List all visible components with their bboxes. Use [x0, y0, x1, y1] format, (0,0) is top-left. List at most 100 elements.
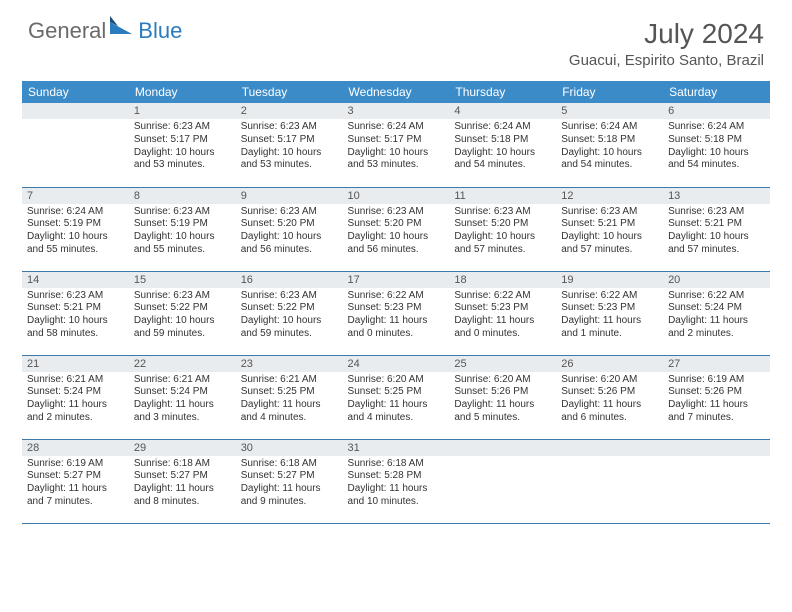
day-number: 13	[663, 188, 770, 204]
sunrise-text: Sunrise: 6:20 AM	[561, 374, 658, 387]
daylight-text: Daylight: 11 hours and 5 minutes.	[454, 399, 551, 425]
day-details: Sunrise: 6:22 AMSunset: 5:24 PMDaylight:…	[663, 288, 770, 345]
day-number: 2	[236, 103, 343, 119]
day-number: 5	[556, 103, 663, 119]
daylight-text: Daylight: 10 hours and 54 minutes.	[668, 147, 765, 173]
sunset-text: Sunset: 5:20 PM	[454, 218, 551, 231]
sunset-text: Sunset: 5:27 PM	[27, 470, 124, 483]
sunrise-text: Sunrise: 6:24 AM	[561, 121, 658, 134]
day-details: Sunrise: 6:22 AMSunset: 5:23 PMDaylight:…	[449, 288, 556, 345]
calendar-body: 1Sunrise: 6:23 AMSunset: 5:17 PMDaylight…	[22, 103, 770, 523]
calendar-day-cell: 31Sunrise: 6:18 AMSunset: 5:28 PMDayligh…	[343, 439, 450, 523]
day-details: Sunrise: 6:23 AMSunset: 5:20 PMDaylight:…	[343, 204, 450, 261]
day-number: 31	[343, 440, 450, 456]
day-number: 17	[343, 272, 450, 288]
sunrise-text: Sunrise: 6:24 AM	[27, 206, 124, 219]
sunset-text: Sunset: 5:21 PM	[27, 302, 124, 315]
calendar-day-cell: 26Sunrise: 6:20 AMSunset: 5:26 PMDayligh…	[556, 355, 663, 439]
sunset-text: Sunset: 5:24 PM	[27, 386, 124, 399]
sunset-text: Sunset: 5:23 PM	[348, 302, 445, 315]
day-number: 20	[663, 272, 770, 288]
sunset-text: Sunset: 5:18 PM	[668, 134, 765, 147]
calendar-day-cell	[449, 439, 556, 523]
sunrise-text: Sunrise: 6:23 AM	[27, 290, 124, 303]
logo-text-general: General	[28, 18, 106, 44]
day-number: 22	[129, 356, 236, 372]
weekday-header: Friday	[556, 81, 663, 103]
daylight-text: Daylight: 11 hours and 0 minutes.	[348, 315, 445, 341]
sunset-text: Sunset: 5:19 PM	[27, 218, 124, 231]
daylight-text: Daylight: 10 hours and 57 minutes.	[561, 231, 658, 257]
daylight-text: Daylight: 10 hours and 55 minutes.	[134, 231, 231, 257]
sunset-text: Sunset: 5:27 PM	[134, 470, 231, 483]
daylight-text: Daylight: 11 hours and 4 minutes.	[348, 399, 445, 425]
calendar-day-cell: 12Sunrise: 6:23 AMSunset: 5:21 PMDayligh…	[556, 187, 663, 271]
month-title: July 2024	[569, 18, 764, 50]
calendar-day-cell: 6Sunrise: 6:24 AMSunset: 5:18 PMDaylight…	[663, 103, 770, 187]
calendar-day-cell: 1Sunrise: 6:23 AMSunset: 5:17 PMDaylight…	[129, 103, 236, 187]
daylight-text: Daylight: 11 hours and 8 minutes.	[134, 483, 231, 509]
page-header: General Blue July 2024 Guacui, Espirito …	[0, 0, 792, 75]
day-details: Sunrise: 6:23 AMSunset: 5:17 PMDaylight:…	[236, 119, 343, 176]
calendar-day-cell: 3Sunrise: 6:24 AMSunset: 5:17 PMDaylight…	[343, 103, 450, 187]
weekday-header: Thursday	[449, 81, 556, 103]
daylight-text: Daylight: 10 hours and 59 minutes.	[134, 315, 231, 341]
sunset-text: Sunset: 5:22 PM	[134, 302, 231, 315]
daylight-text: Daylight: 11 hours and 1 minute.	[561, 315, 658, 341]
day-details: Sunrise: 6:23 AMSunset: 5:22 PMDaylight:…	[236, 288, 343, 345]
sunset-text: Sunset: 5:18 PM	[561, 134, 658, 147]
sunrise-text: Sunrise: 6:23 AM	[134, 290, 231, 303]
sunrise-text: Sunrise: 6:18 AM	[134, 458, 231, 471]
weekday-header-row: Sunday Monday Tuesday Wednesday Thursday…	[22, 81, 770, 103]
weekday-header: Wednesday	[343, 81, 450, 103]
sunrise-text: Sunrise: 6:23 AM	[668, 206, 765, 219]
logo-flag-icon	[110, 16, 136, 41]
calendar-day-cell: 2Sunrise: 6:23 AMSunset: 5:17 PMDaylight…	[236, 103, 343, 187]
calendar-day-cell: 30Sunrise: 6:18 AMSunset: 5:27 PMDayligh…	[236, 439, 343, 523]
day-number: 7	[22, 188, 129, 204]
day-number: 23	[236, 356, 343, 372]
calendar-week-row: 14Sunrise: 6:23 AMSunset: 5:21 PMDayligh…	[22, 271, 770, 355]
sunrise-text: Sunrise: 6:22 AM	[561, 290, 658, 303]
daylight-text: Daylight: 10 hours and 55 minutes.	[27, 231, 124, 257]
day-details: Sunrise: 6:22 AMSunset: 5:23 PMDaylight:…	[343, 288, 450, 345]
day-details: Sunrise: 6:20 AMSunset: 5:25 PMDaylight:…	[343, 372, 450, 429]
logo: General Blue	[28, 18, 182, 44]
sunrise-text: Sunrise: 6:24 AM	[668, 121, 765, 134]
weekday-header: Tuesday	[236, 81, 343, 103]
day-number: 26	[556, 356, 663, 372]
daylight-text: Daylight: 10 hours and 53 minutes.	[241, 147, 338, 173]
day-details: Sunrise: 6:21 AMSunset: 5:24 PMDaylight:…	[129, 372, 236, 429]
calendar-day-cell	[22, 103, 129, 187]
day-details: Sunrise: 6:23 AMSunset: 5:19 PMDaylight:…	[129, 204, 236, 261]
location-subtitle: Guacui, Espirito Santo, Brazil	[569, 52, 764, 69]
sunrise-text: Sunrise: 6:19 AM	[27, 458, 124, 471]
sunset-text: Sunset: 5:26 PM	[561, 386, 658, 399]
calendar-day-cell: 19Sunrise: 6:22 AMSunset: 5:23 PMDayligh…	[556, 271, 663, 355]
sunset-text: Sunset: 5:21 PM	[668, 218, 765, 231]
day-number: 14	[22, 272, 129, 288]
day-number: 11	[449, 188, 556, 204]
day-details: Sunrise: 6:24 AMSunset: 5:18 PMDaylight:…	[449, 119, 556, 176]
day-details: Sunrise: 6:23 AMSunset: 5:21 PMDaylight:…	[663, 204, 770, 261]
sunrise-text: Sunrise: 6:20 AM	[454, 374, 551, 387]
daylight-text: Daylight: 11 hours and 4 minutes.	[241, 399, 338, 425]
day-number: 9	[236, 188, 343, 204]
day-number	[449, 440, 556, 456]
sunrise-text: Sunrise: 6:18 AM	[348, 458, 445, 471]
sunset-text: Sunset: 5:18 PM	[454, 134, 551, 147]
sunset-text: Sunset: 5:24 PM	[668, 302, 765, 315]
day-number: 24	[343, 356, 450, 372]
calendar-day-cell: 17Sunrise: 6:22 AMSunset: 5:23 PMDayligh…	[343, 271, 450, 355]
calendar-day-cell: 15Sunrise: 6:23 AMSunset: 5:22 PMDayligh…	[129, 271, 236, 355]
calendar-day-cell: 10Sunrise: 6:23 AMSunset: 5:20 PMDayligh…	[343, 187, 450, 271]
daylight-text: Daylight: 11 hours and 7 minutes.	[27, 483, 124, 509]
daylight-text: Daylight: 10 hours and 53 minutes.	[134, 147, 231, 173]
day-details: Sunrise: 6:23 AMSunset: 5:21 PMDaylight:…	[556, 204, 663, 261]
day-details: Sunrise: 6:20 AMSunset: 5:26 PMDaylight:…	[556, 372, 663, 429]
sunset-text: Sunset: 5:20 PM	[348, 218, 445, 231]
calendar-day-cell: 8Sunrise: 6:23 AMSunset: 5:19 PMDaylight…	[129, 187, 236, 271]
day-number: 12	[556, 188, 663, 204]
day-details: Sunrise: 6:23 AMSunset: 5:21 PMDaylight:…	[22, 288, 129, 345]
calendar-day-cell: 16Sunrise: 6:23 AMSunset: 5:22 PMDayligh…	[236, 271, 343, 355]
